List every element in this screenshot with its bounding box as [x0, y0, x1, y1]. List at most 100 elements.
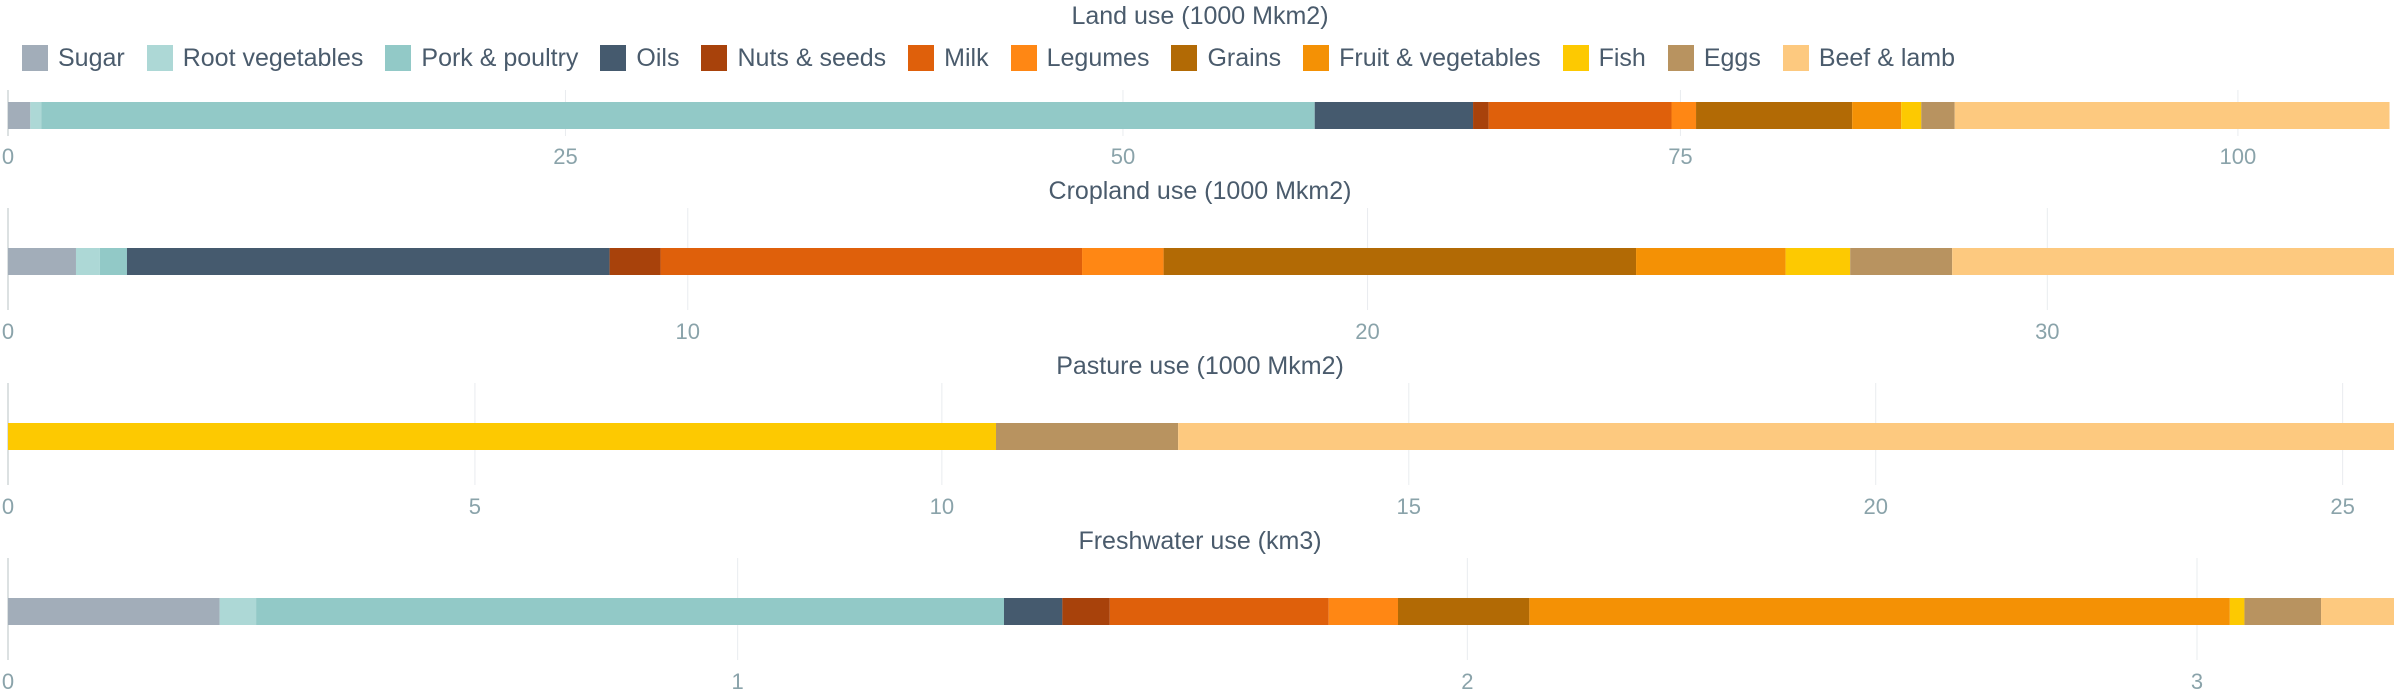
bar-segment-fish[interactable] — [1785, 248, 1851, 275]
legend-swatch — [385, 45, 412, 71]
chart-panel-1: 0 25 50 75 100 Land use (1000 Mkm2) — [2, 2, 2390, 169]
bar-segment-fruit-and-vegetables[interactable] — [1852, 102, 1902, 129]
x-tick-label: 20 — [1355, 319, 1379, 344]
legend-label: Grains — [1207, 43, 1282, 72]
legend: Sugar Root vegetables Pork & poultry Oils Nu… — [22, 40, 1977, 76]
legend-swatch — [600, 45, 627, 71]
bar-segment-grains[interactable] — [1398, 598, 1530, 625]
legend-label: Legumes — [1046, 43, 1150, 72]
x-tick-label: 20 — [1863, 494, 1887, 519]
legend-item-fish[interactable]: Fish — [1562, 43, 1646, 73]
legend-swatch — [1667, 45, 1694, 71]
bar-segment-root-vegetables[interactable] — [30, 102, 42, 129]
bar-segment-fruit-and-vegetables[interactable] — [1529, 598, 2230, 625]
x-tick-label: 50 — [1111, 144, 1135, 169]
x-tick-label: 2 — [1461, 669, 1473, 694]
bar-segment-nuts-and-seeds[interactable] — [1062, 598, 1110, 625]
legend-swatch — [1303, 45, 1330, 71]
bar-segment-sugar[interactable] — [8, 102, 31, 129]
bar-segment-milk[interactable] — [660, 248, 1083, 275]
x-tick-label: 75 — [1668, 144, 1692, 169]
bar-segment-nuts-and-seeds[interactable] — [1473, 102, 1489, 129]
x-tick-label: 10 — [930, 494, 954, 519]
bar-segment-beef-and-lamb[interactable] — [1952, 248, 2394, 275]
legend-swatch — [146, 45, 173, 71]
bar-segment-eggs[interactable] — [996, 423, 1179, 450]
legend-label: Eggs — [1703, 43, 1761, 72]
chart-title: Pasture use (1000 Mkm2) — [1056, 352, 1344, 380]
chart-panel-3: 0 5 10 15 20 25 Pasture use (1000 Mkm2) — [2, 352, 2394, 519]
legend-label: Sugar — [58, 43, 125, 72]
legend-label: Oils — [636, 43, 680, 72]
bar-segment-beef-and-lamb[interactable] — [1178, 423, 2394, 450]
bar-segment-oils[interactable] — [1003, 598, 1063, 625]
legend-item-root-vegetables[interactable]: Root vegetables — [146, 43, 364, 73]
legend-label: Pork & poultry — [421, 43, 579, 72]
chart-title: Land use (1000 Mkm2) — [1071, 2, 1328, 30]
bar-segment-legumes[interactable] — [1082, 248, 1164, 275]
bar-segment-eggs[interactable] — [2244, 598, 2322, 625]
x-tick-label: 0 — [2, 669, 14, 694]
bar-segment-oils[interactable] — [1314, 102, 1474, 129]
bar-segment-legumes[interactable] — [1671, 102, 1697, 129]
legend-item-eggs[interactable]: Eggs — [1667, 43, 1761, 73]
x-tick-label: 25 — [553, 144, 577, 169]
bar-segment-pork-and-poultry[interactable] — [256, 598, 1004, 625]
bar-segment-beef-and-lamb[interactable] — [2321, 598, 2394, 625]
x-tick-label: 10 — [676, 319, 700, 344]
x-tick-label: 3 — [2191, 669, 2203, 694]
bar-segment-legumes[interactable] — [1328, 598, 1399, 625]
legend-item-oils[interactable]: Oils — [600, 44, 679, 73]
chart-title: Cropland use (1000 Mkm2) — [1049, 177, 1352, 205]
legend-label: Fruit & vegetables — [1339, 43, 1541, 72]
legend-item-legumes[interactable]: Legumes — [1010, 43, 1150, 73]
bar-segment-fruit-and-vegetables[interactable] — [1636, 248, 1786, 275]
bar-segment-eggs[interactable] — [1921, 102, 1955, 129]
legend-swatch — [701, 45, 728, 71]
bar-segment-pork-and-poultry[interactable] — [99, 248, 127, 275]
legend-item-pork-and-poultry[interactable]: Pork & poultry — [385, 44, 578, 73]
bar-segment-fish[interactable] — [8, 423, 997, 450]
legend-item-sugar[interactable]: Sugar — [22, 44, 125, 73]
legend-item-beef-and-lamb[interactable]: Beef & lamb — [1782, 44, 1955, 73]
bar-segment-grains[interactable] — [1696, 102, 1853, 129]
x-tick-label: 1 — [732, 669, 744, 694]
bar-segment-root-vegetables[interactable] — [75, 248, 100, 275]
legend-label: Milk — [944, 43, 989, 72]
x-tick-label: 30 — [2035, 319, 2059, 344]
x-tick-label: 0 — [2, 319, 14, 344]
bar-segment-fish[interactable] — [2229, 598, 2245, 625]
chart-title: Freshwater use (km3) — [1078, 527, 1321, 555]
x-tick-label: 0 — [2, 144, 14, 169]
bar-segment-milk[interactable] — [1488, 102, 1672, 129]
legend-swatch — [1562, 45, 1589, 71]
x-tick-label: 15 — [1397, 494, 1421, 519]
legend-swatch — [1782, 45, 1809, 71]
bar-segment-oils[interactable] — [126, 248, 610, 275]
legend-swatch — [908, 45, 935, 71]
bar-segment-milk[interactable] — [1109, 598, 1329, 625]
chart-panel-4: 0 1 2 3 Freshwater use (km3) — [2, 527, 2394, 694]
bar-segment-fish[interactable] — [1901, 102, 1922, 129]
bar-segment-grains[interactable] — [1163, 248, 1637, 275]
x-tick-label: 25 — [2330, 494, 2354, 519]
legend-swatch — [1171, 45, 1198, 71]
legend-item-nuts-and-seeds[interactable]: Nuts & seeds — [701, 44, 886, 73]
legend-label: Fish — [1598, 43, 1646, 72]
legend-item-fruit-and-vegetables[interactable]: Fruit & vegetables — [1303, 44, 1541, 73]
legend-item-milk[interactable]: Milk — [908, 43, 989, 73]
bar-segment-nuts-and-seeds[interactable] — [609, 248, 661, 275]
bar-segment-eggs[interactable] — [1850, 248, 1953, 275]
bar-segment-pork-and-poultry[interactable] — [41, 102, 1315, 129]
bar-segment-sugar[interactable] — [8, 598, 220, 625]
legend-label: Root vegetables — [182, 43, 364, 72]
bar-segment-root-vegetables[interactable] — [219, 598, 257, 625]
legend-swatch — [22, 45, 48, 71]
legend-item-grains[interactable]: Grains — [1171, 44, 1281, 73]
legend-label: Nuts & seeds — [737, 43, 887, 72]
bar-segment-beef-and-lamb[interactable] — [1954, 102, 2390, 129]
bar-segment-sugar[interactable] — [8, 248, 76, 275]
x-tick-label: 5 — [469, 494, 481, 519]
